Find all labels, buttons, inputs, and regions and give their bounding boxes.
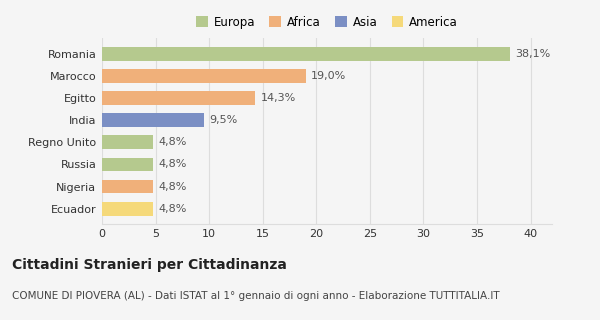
Text: 4,8%: 4,8% (159, 204, 187, 214)
Bar (102, 180, 154, 193)
Bar (102, 47, 510, 60)
Bar (102, 157, 154, 171)
Text: 19,0%: 19,0% (311, 71, 346, 81)
Bar (102, 202, 154, 216)
Text: COMUNE DI PIOVERA (AL) - Dati ISTAT al 1° gennaio di ogni anno - Elaborazione TU: COMUNE DI PIOVERA (AL) - Dati ISTAT al 1… (12, 291, 500, 301)
Bar (102, 91, 255, 105)
Bar (102, 135, 154, 149)
Text: 14,3%: 14,3% (260, 93, 296, 103)
Text: 4,8%: 4,8% (159, 181, 187, 192)
Text: 9,5%: 9,5% (209, 115, 238, 125)
Text: 4,8%: 4,8% (159, 159, 187, 169)
Bar (102, 69, 305, 83)
Text: 4,8%: 4,8% (159, 137, 187, 147)
Text: 38,1%: 38,1% (515, 49, 551, 59)
Bar (102, 113, 204, 127)
Text: Cittadini Stranieri per Cittadinanza: Cittadini Stranieri per Cittadinanza (12, 258, 287, 272)
Legend: Europa, Africa, Asia, America: Europa, Africa, Asia, America (196, 16, 458, 29)
